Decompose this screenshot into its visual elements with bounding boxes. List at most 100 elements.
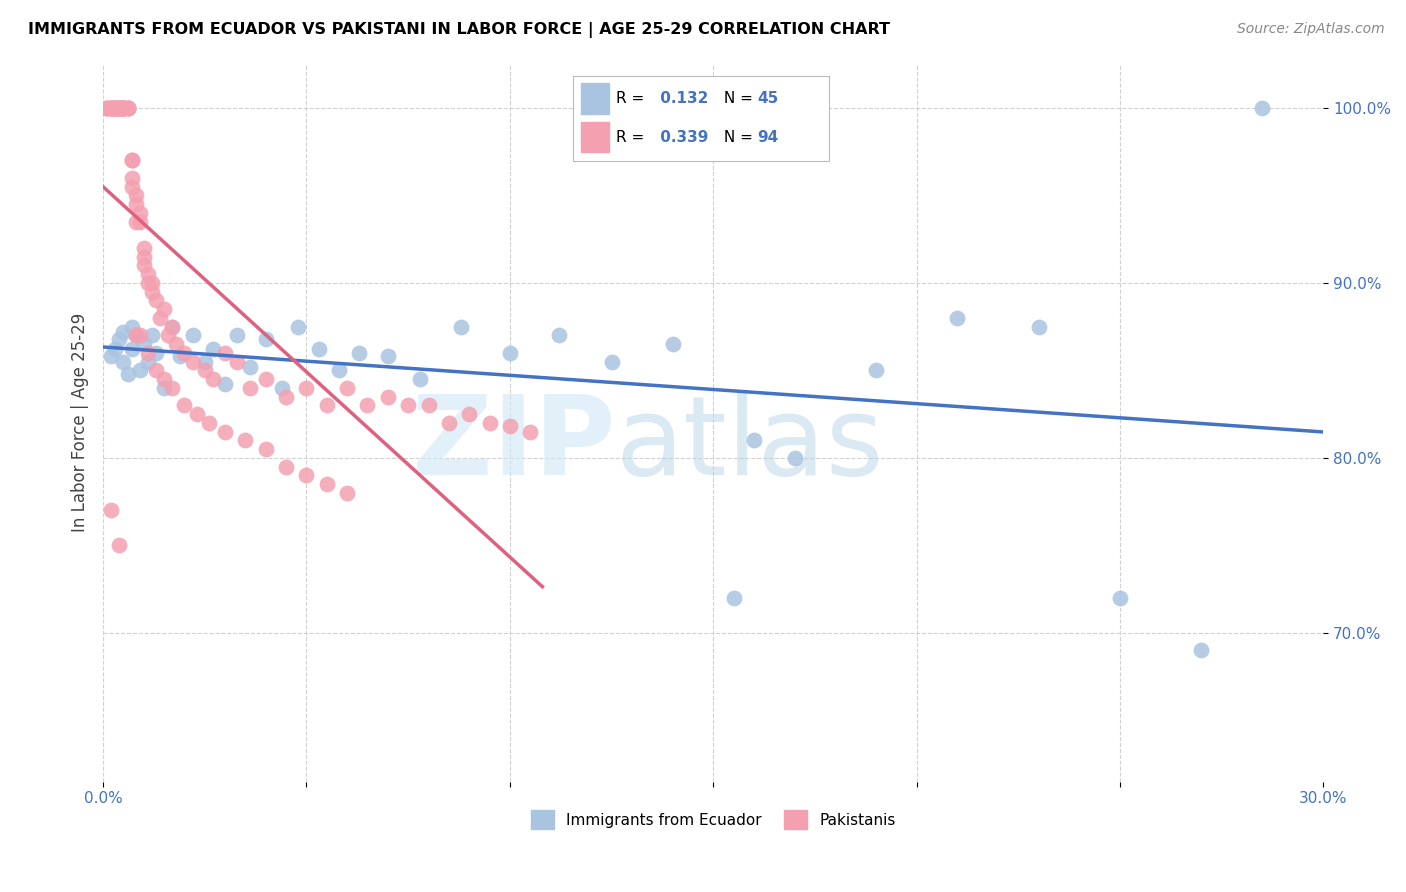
Point — [165, 337, 187, 351]
Point — [145, 363, 167, 377]
Point — [499, 419, 522, 434]
Point — [409, 372, 432, 386]
Point — [418, 398, 440, 412]
Point — [108, 101, 131, 115]
Point — [117, 101, 139, 115]
Point — [104, 101, 127, 115]
Point — [121, 153, 143, 168]
Point — [1109, 591, 1132, 605]
Point — [181, 354, 204, 368]
Point — [128, 206, 150, 220]
Point — [153, 302, 176, 317]
Point — [276, 459, 298, 474]
Point — [287, 319, 309, 334]
Point — [194, 363, 217, 377]
Point — [100, 503, 122, 517]
Point — [276, 390, 298, 404]
Point — [214, 377, 236, 392]
Point — [1251, 101, 1274, 115]
Point — [1028, 319, 1050, 334]
Point — [458, 407, 481, 421]
Point — [226, 328, 249, 343]
Point — [124, 328, 146, 343]
Point — [328, 363, 350, 377]
Point — [661, 337, 683, 351]
Point — [108, 332, 131, 346]
Point — [162, 381, 184, 395]
Point — [124, 197, 146, 211]
Point — [121, 319, 143, 334]
Point — [271, 381, 294, 395]
Point — [295, 468, 318, 483]
Point — [1189, 643, 1212, 657]
Point — [100, 349, 122, 363]
Point — [315, 477, 337, 491]
Point — [104, 101, 127, 115]
Point — [315, 398, 337, 412]
Point — [112, 325, 135, 339]
Point — [214, 346, 236, 360]
Point — [173, 398, 195, 412]
Point — [117, 101, 139, 115]
Point — [121, 170, 143, 185]
Point — [141, 328, 163, 343]
Point — [153, 381, 176, 395]
Point — [112, 101, 135, 115]
Y-axis label: In Labor Force | Age 25-29: In Labor Force | Age 25-29 — [72, 313, 89, 533]
Point — [100, 101, 122, 115]
Point — [124, 188, 146, 202]
Point — [108, 101, 131, 115]
Legend: Immigrants from Ecuador, Pakistanis: Immigrants from Ecuador, Pakistanis — [524, 805, 901, 835]
Point — [238, 359, 260, 374]
Point — [108, 538, 131, 552]
Point — [124, 214, 146, 228]
Point — [112, 101, 135, 115]
Point — [145, 293, 167, 308]
Point — [450, 319, 472, 334]
Point — [104, 101, 127, 115]
Point — [112, 354, 135, 368]
Point — [437, 416, 460, 430]
Text: ZIP: ZIP — [412, 391, 616, 498]
Point — [128, 328, 150, 343]
Point — [121, 179, 143, 194]
Point — [181, 328, 204, 343]
Point — [519, 425, 541, 439]
Point — [112, 101, 135, 115]
Point — [254, 442, 277, 456]
Point — [478, 416, 501, 430]
Point — [112, 101, 135, 115]
Point — [112, 101, 135, 115]
Point — [136, 346, 159, 360]
Point — [214, 425, 236, 439]
Point — [112, 101, 135, 115]
Point — [308, 343, 330, 357]
Point — [104, 101, 127, 115]
Point — [238, 381, 260, 395]
Point — [396, 398, 419, 412]
Point — [600, 354, 623, 368]
Point — [254, 372, 277, 386]
Point — [141, 285, 163, 299]
Point — [112, 101, 135, 115]
Point — [547, 328, 569, 343]
Point — [132, 258, 155, 272]
Point — [377, 349, 399, 363]
Point — [723, 591, 745, 605]
Point — [100, 101, 122, 115]
Point — [117, 367, 139, 381]
Point — [235, 434, 257, 448]
Point — [121, 153, 143, 168]
Point — [336, 381, 359, 395]
Point — [132, 250, 155, 264]
Point — [117, 101, 139, 115]
Point — [356, 398, 378, 412]
Point — [108, 101, 131, 115]
Point — [295, 381, 318, 395]
Point — [108, 101, 131, 115]
Point — [783, 450, 806, 465]
Point — [226, 354, 249, 368]
Point — [104, 101, 127, 115]
Point — [108, 101, 131, 115]
Point — [104, 101, 127, 115]
